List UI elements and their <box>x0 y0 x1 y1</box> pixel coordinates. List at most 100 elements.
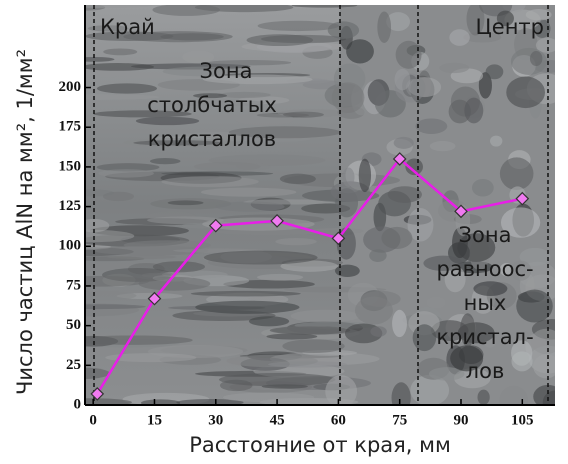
chart: Край Центр Зона столбчатых кристаллов Зо… <box>0 0 568 464</box>
x-tick-label: 45 <box>270 412 285 428</box>
texture <box>500 157 534 190</box>
texture <box>531 329 562 354</box>
texture <box>44 3 152 7</box>
annotation: Край <box>100 15 155 39</box>
texture <box>227 355 318 367</box>
texture <box>328 21 359 39</box>
texture <box>103 192 134 201</box>
texture <box>282 339 344 353</box>
y-tick-label: 100 <box>59 238 82 254</box>
y-tick-label: 75 <box>66 277 81 293</box>
x-tick-label: 60 <box>331 412 346 428</box>
texture <box>161 176 258 187</box>
x-tick-label: 0 <box>89 412 97 428</box>
texture <box>377 11 391 43</box>
texture <box>249 316 289 326</box>
texture <box>160 33 223 40</box>
texture <box>204 251 318 265</box>
annotation: Центр <box>475 15 544 39</box>
y-tick-label: 150 <box>59 158 82 174</box>
texture <box>280 174 316 184</box>
x-tick-label: 75 <box>392 412 407 428</box>
texture <box>141 273 171 278</box>
texture <box>506 77 545 109</box>
zone-label: кристал- <box>436 325 533 349</box>
texture <box>430 141 456 151</box>
texture <box>392 382 411 413</box>
texture <box>490 136 502 147</box>
zone-label: кристаллов <box>148 127 276 151</box>
texture <box>477 390 489 405</box>
y-tick-label: 0 <box>74 396 82 412</box>
texture <box>370 326 386 337</box>
texture <box>439 63 469 73</box>
texture <box>258 21 339 31</box>
texture <box>369 249 386 262</box>
texture <box>257 274 303 281</box>
texture <box>426 297 445 309</box>
texture <box>291 310 360 323</box>
zone-label: Зона <box>200 59 253 83</box>
texture <box>342 167 354 186</box>
texture <box>355 296 393 324</box>
zone-label: лов <box>466 359 505 383</box>
texture <box>394 137 414 149</box>
texture <box>223 393 314 403</box>
y-tick-label: 125 <box>59 198 82 214</box>
texture <box>472 179 494 197</box>
y-tick-label: 175 <box>59 119 82 135</box>
texture <box>486 64 504 79</box>
texture <box>48 276 149 287</box>
zone-label: ных <box>464 291 507 315</box>
texture <box>275 238 317 245</box>
texture <box>533 354 559 378</box>
texture <box>194 162 261 172</box>
texture <box>168 200 204 205</box>
x-tick-label: 105 <box>511 412 534 428</box>
texture <box>103 48 137 55</box>
texture <box>332 82 365 113</box>
texture <box>335 265 360 277</box>
texture <box>53 304 146 309</box>
texture <box>388 186 422 203</box>
zone-label: столбчатых <box>147 93 277 117</box>
texture <box>359 159 371 193</box>
y-tick-label: 25 <box>66 357 81 373</box>
x-tick-label: 90 <box>454 412 469 428</box>
texture <box>292 3 358 7</box>
texture <box>392 310 407 337</box>
texture <box>346 39 374 63</box>
texture <box>499 386 528 415</box>
y-tick-label: 50 <box>66 317 81 333</box>
y-axis-title: Число частиц AlN на мм², 1/мм² <box>13 49 37 395</box>
texture <box>152 4 220 16</box>
zone-label: Зона <box>459 223 512 247</box>
texture <box>201 188 297 197</box>
x-tick-label: 30 <box>208 412 223 428</box>
texture <box>139 277 211 291</box>
x-axis-title: Расстояние от края, мм <box>189 433 451 457</box>
texture <box>464 98 483 124</box>
texture <box>98 169 154 177</box>
texture <box>283 112 324 118</box>
texture <box>219 373 335 386</box>
texture <box>107 255 177 259</box>
texture <box>136 117 199 125</box>
texture <box>150 158 181 164</box>
x-tick-label: 15 <box>147 412 162 428</box>
texture <box>415 118 447 134</box>
texture <box>530 51 542 66</box>
texture <box>395 69 411 91</box>
texture <box>325 375 357 407</box>
texture <box>270 326 351 335</box>
texture <box>247 34 313 46</box>
y-tick-label: 200 <box>59 79 82 95</box>
texture <box>216 202 285 212</box>
texture <box>413 324 436 351</box>
texture <box>191 291 301 297</box>
texture <box>363 226 400 252</box>
texture <box>81 63 154 71</box>
texture <box>195 301 299 314</box>
texture <box>449 29 469 46</box>
micrograph <box>37 0 568 415</box>
